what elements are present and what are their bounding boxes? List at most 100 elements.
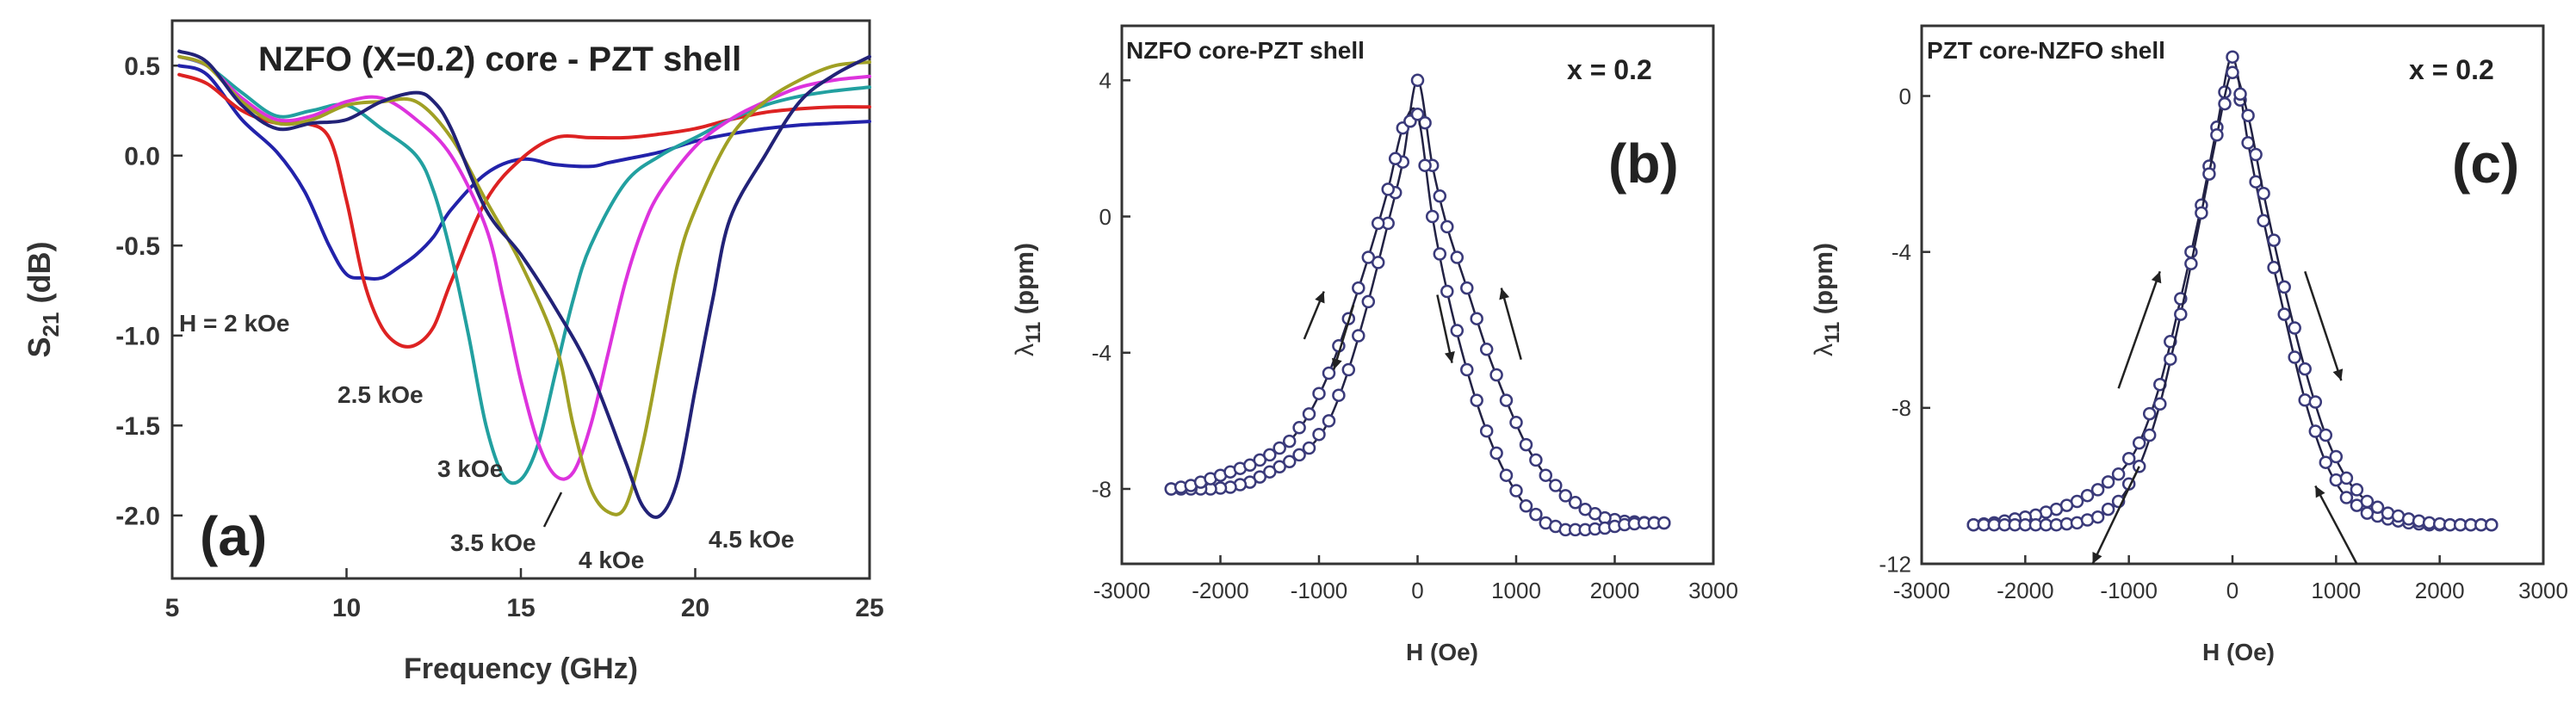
panel-c-data-point bbox=[2080, 488, 2095, 503]
panel-c-direction-arrow bbox=[2314, 485, 2358, 565]
panel-c-data-point bbox=[2202, 167, 2216, 181]
panel-c-data-point bbox=[2142, 428, 2157, 442]
panel-c-y-axis-sub: 11 bbox=[1821, 322, 1844, 343]
panel-c-plot-frame bbox=[1920, 24, 2545, 566]
panel-c-data-point bbox=[2174, 307, 2188, 321]
series-line-4-5-koe bbox=[177, 49, 871, 519]
panel-b-magnetostriction-chart: NZFO core-PZT shell x = 0.2 (b) H (Oe) λ… bbox=[1011, 24, 1738, 665]
panel-b-y-tick-label: -4 bbox=[1092, 340, 1112, 366]
panel-a-y-axis-title: S21 (dB) bbox=[22, 242, 64, 358]
panel-b-data-point bbox=[1433, 189, 1447, 203]
annotation-h-2koe: H = 2 kOe bbox=[179, 310, 289, 337]
panel-c-direction-arrowhead bbox=[2315, 485, 2325, 498]
panel-b-data-point bbox=[1273, 441, 1286, 455]
panel-a-title: NZFO (X=0.2) core - PZT shell bbox=[258, 40, 741, 78]
panel-c-data-point bbox=[2370, 500, 2385, 515]
panel-c-data-point bbox=[2298, 393, 2312, 407]
panel-c-direction-arrowhead bbox=[2332, 368, 2344, 381]
panel-b-direction-arrowhead bbox=[1499, 288, 1510, 300]
panel-b-data-point bbox=[1549, 479, 1563, 492]
panel-b-data-point bbox=[1509, 484, 1523, 498]
panel-a-y-tick-label: -0.5 bbox=[115, 232, 160, 261]
panel-c-data-point bbox=[2360, 494, 2375, 509]
panel-b-data-point bbox=[1657, 516, 1671, 530]
panel-b-x-tick-label: 1000 bbox=[1491, 578, 1541, 603]
panel-b-data-point bbox=[1519, 437, 1533, 452]
panel-c-data-point bbox=[2339, 491, 2354, 504]
panel-c-data-point bbox=[2485, 517, 2499, 532]
panel-a-y-tick-label: 0.5 bbox=[124, 53, 160, 81]
panel-c-y-axis-unit: (ppm) bbox=[1810, 243, 1838, 322]
panel-b-data-point bbox=[1410, 73, 1425, 88]
panel-c-data-point bbox=[2298, 362, 2312, 376]
panel-c-data-point bbox=[2241, 136, 2255, 150]
series-line-3-koe bbox=[177, 54, 871, 485]
panel-b-data-point bbox=[1263, 448, 1277, 462]
panel-b-data-point bbox=[1499, 393, 1514, 407]
panel-c-data-point bbox=[2164, 352, 2177, 366]
panel-b-data-point bbox=[1292, 448, 1306, 462]
panel-b-data-point bbox=[1470, 312, 1483, 325]
panel-b-data-point bbox=[1460, 362, 1474, 377]
panel-b-composition: x = 0.2 bbox=[1567, 54, 1652, 85]
panel-b-data-point bbox=[1529, 507, 1543, 522]
series-line-h-2-koe bbox=[177, 64, 871, 281]
panel-b-data-point bbox=[1425, 209, 1440, 224]
panel-a-y-axis-main: S bbox=[22, 337, 57, 357]
annotation-3koe: 3 kOe bbox=[437, 455, 503, 482]
panel-c-data-point bbox=[2277, 307, 2291, 321]
panel-b-data-point bbox=[1352, 281, 1365, 295]
annotation-2-5koe: 2.5 kOe bbox=[337, 381, 424, 408]
annotation-3-5koe-pointer bbox=[542, 492, 563, 528]
panel-b-data-point bbox=[1322, 414, 1336, 428]
panel-b-title: NZFO core-PZT shell bbox=[1126, 37, 1365, 64]
panel-b-data-point bbox=[1489, 446, 1503, 461]
panel-b-data-point bbox=[1460, 281, 1474, 295]
panel-c-data-point bbox=[2210, 128, 2224, 142]
panel-c-data-point bbox=[2350, 483, 2364, 497]
panel-a-y-axis-sub: 21 bbox=[38, 312, 64, 337]
panel-b-x-tick-label: -3000 bbox=[1093, 578, 1151, 603]
panel-c-y-tick-label: -4 bbox=[1892, 239, 1911, 265]
panel-b-y-tick-label: 4 bbox=[1099, 68, 1112, 94]
panel-c-y-tick-label: -12 bbox=[1879, 551, 1911, 577]
panel-c-data-point bbox=[2288, 321, 2301, 335]
panel-c-composition: x = 0.2 bbox=[2409, 54, 2494, 85]
panel-b-y-axis-main: λ bbox=[1011, 343, 1039, 356]
panel-b-data-point bbox=[1433, 247, 1447, 261]
panel-b-data-point bbox=[1292, 421, 1306, 435]
panel-b-data-point bbox=[1558, 489, 1573, 503]
panel-b-data-point bbox=[1578, 502, 1592, 516]
panel-c-branch-line-2 bbox=[1973, 71, 2492, 527]
panel-b-data-point bbox=[1312, 427, 1326, 442]
panel-c-x-tick-label: 3000 bbox=[2518, 578, 2568, 603]
panel-b-label: (b) bbox=[1608, 133, 1679, 195]
panel-b-data-point bbox=[1253, 470, 1267, 484]
panel-c-data-point bbox=[2121, 451, 2136, 466]
panel-c-direction-arrowhead bbox=[2092, 552, 2102, 564]
panel-c-series bbox=[1966, 50, 2499, 532]
panel-c-x-tick-label: -1000 bbox=[2100, 578, 2158, 603]
panel-c-data-point bbox=[2226, 65, 2239, 80]
panel-b-data-point bbox=[1450, 250, 1464, 264]
panel-c-direction-arrow bbox=[2304, 270, 2343, 381]
panel-b-data-point bbox=[1282, 434, 1297, 448]
panel-c-data-point bbox=[2249, 147, 2263, 162]
panel-c-direction-arrow bbox=[2117, 270, 2161, 389]
panel-c-data-point bbox=[2142, 406, 2157, 421]
panel-c-data-point bbox=[2319, 455, 2333, 469]
panel-c-data-point bbox=[2277, 280, 2291, 294]
panel-c-data-point bbox=[2412, 514, 2426, 528]
panel-b-data-point bbox=[1479, 424, 1494, 438]
panel-b-arrows bbox=[1303, 288, 1522, 370]
panel-b-data-point bbox=[1381, 182, 1395, 196]
panel-a-y-axis-unit: (dB) bbox=[22, 242, 57, 312]
panel-b-series bbox=[1164, 73, 1671, 537]
panel-b-data-point bbox=[1489, 368, 1503, 382]
panel-b-direction-arrowhead bbox=[1332, 357, 1342, 370]
panel-c-data-point bbox=[2101, 502, 2115, 516]
panel-c-data-point bbox=[2195, 206, 2208, 220]
panel-a-x-tick-label: 15 bbox=[506, 594, 535, 622]
panel-b-x-axis-title: H (Oe) bbox=[1406, 639, 1478, 665]
